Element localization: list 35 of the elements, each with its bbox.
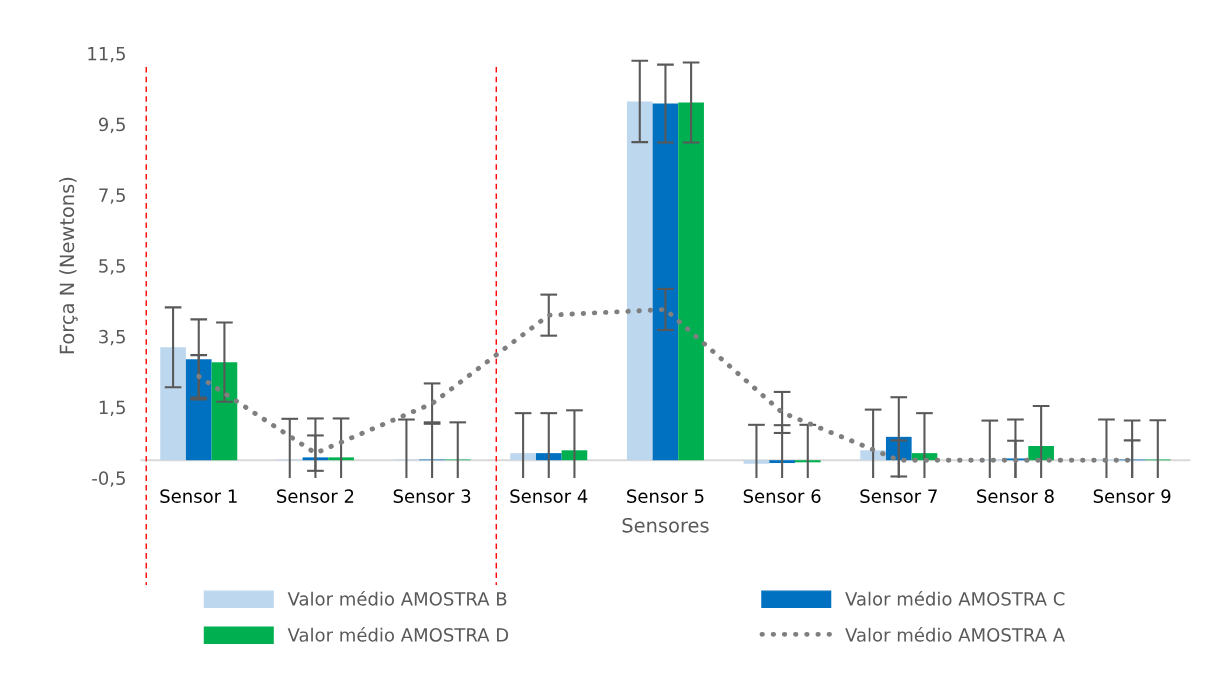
bar <box>652 103 679 461</box>
y-tick-label: 1,5 <box>99 400 125 417</box>
bar <box>743 460 770 464</box>
x-tick-label: Sensor 3 <box>393 489 471 503</box>
bar <box>626 101 653 461</box>
bar <box>185 359 212 461</box>
x-tick-label: Sensor 1 <box>160 489 237 503</box>
y-tick-label: 11,5 <box>88 47 125 63</box>
x-tick-label: Sensor 6 <box>743 489 821 503</box>
y-tick-label: 9,5 <box>98 117 125 134</box>
x-axis-title: Sensores <box>622 517 709 533</box>
y-tick-label: 5,5 <box>99 259 125 275</box>
bar <box>535 453 562 461</box>
x-tick-label: Sensor 7 <box>860 489 937 503</box>
y-tick-label: 3,5 <box>99 329 125 346</box>
x-tick-label: Sensor 4 <box>510 489 588 503</box>
legend-label: Valor médio AMOSTRA A <box>845 627 1065 642</box>
x-tick-label: Sensor 8 <box>977 489 1054 503</box>
x-tick-label: Sensor 9 <box>1093 489 1171 503</box>
bar <box>510 453 536 461</box>
legend-label: Valor médio AMOSTRA B <box>287 590 507 606</box>
bar <box>328 457 354 461</box>
bar <box>678 102 704 461</box>
bar <box>769 460 795 464</box>
x-tick-label: Sensor 5 <box>627 489 704 503</box>
bar <box>211 362 238 461</box>
bar <box>302 457 329 461</box>
y-tick-label: -0,5 <box>92 471 125 487</box>
bar <box>561 450 588 461</box>
x-tick-label: Sensor 2 <box>277 489 354 503</box>
y-tick-label: 7,5 <box>99 188 125 204</box>
legend-label: Valor médio AMOSTRA D <box>287 627 509 642</box>
bar <box>160 347 186 461</box>
legend-label: Valor médio AMOSTRA C <box>845 590 1065 606</box>
y-axis-title: Força N (Newtons) <box>59 177 78 354</box>
